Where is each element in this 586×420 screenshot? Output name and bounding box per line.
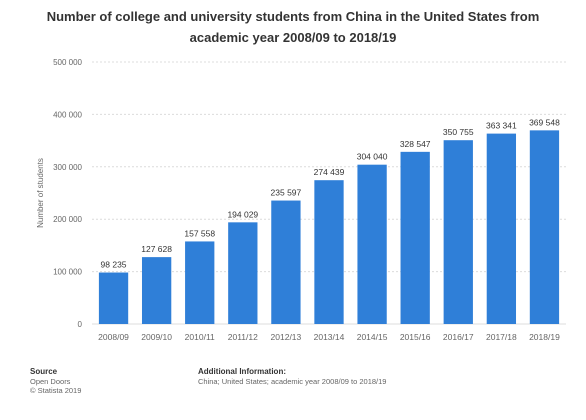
data-label: 328 547 bbox=[400, 139, 431, 149]
bar bbox=[486, 133, 517, 324]
copyright-text: © Statista 2019 bbox=[30, 386, 82, 395]
x-tick-label: 2008/09 bbox=[98, 332, 129, 342]
x-tick-label: 2013/14 bbox=[314, 332, 345, 342]
bar bbox=[185, 241, 215, 324]
y-axis-label: Number of students bbox=[36, 158, 45, 228]
x-tick-label: 2009/10 bbox=[141, 332, 172, 342]
y-tick-label: 200 000 bbox=[53, 215, 82, 224]
data-label: 127 628 bbox=[141, 244, 172, 254]
data-label: 369 548 bbox=[529, 117, 560, 127]
data-label: 363 341 bbox=[486, 121, 517, 131]
y-tick-label: 100 000 bbox=[53, 268, 82, 277]
data-label: 157 558 bbox=[184, 228, 215, 238]
bar bbox=[271, 200, 301, 324]
y-tick-label: 500 000 bbox=[53, 58, 82, 67]
bar bbox=[443, 140, 473, 324]
y-tick-label: 400 000 bbox=[53, 110, 82, 119]
bar bbox=[228, 222, 258, 324]
x-tick-label: 2015/16 bbox=[400, 332, 431, 342]
x-tick-label: 2017/18 bbox=[486, 332, 517, 342]
source-heading: Source bbox=[30, 367, 58, 376]
data-label: 98 235 bbox=[101, 260, 127, 270]
data-label: 194 029 bbox=[227, 209, 258, 219]
additional-info-heading: Additional Information: bbox=[198, 367, 286, 376]
x-tick-label: 2018/19 bbox=[529, 332, 560, 342]
data-label: 304 040 bbox=[357, 152, 388, 162]
x-tick-label: 2012/13 bbox=[271, 332, 302, 342]
y-tick-label: 0 bbox=[78, 320, 83, 329]
source-name[interactable]: Open Doors bbox=[30, 376, 71, 386]
bar bbox=[400, 151, 430, 324]
x-tick-label: 2011/12 bbox=[228, 332, 258, 342]
additional-info-text: China; United States; academic year 2008… bbox=[198, 376, 387, 386]
data-label: 235 597 bbox=[271, 188, 302, 198]
source-block: Source Open Doors © Statista 2019 bbox=[30, 367, 81, 396]
bar bbox=[529, 130, 560, 324]
chart-title: Number of college and university student… bbox=[46, 9, 540, 45]
bar bbox=[357, 164, 387, 324]
x-tick-label: 2014/15 bbox=[357, 332, 388, 342]
bar bbox=[98, 272, 129, 324]
bar bbox=[141, 257, 172, 324]
y-tick-label: 300 000 bbox=[53, 163, 82, 172]
data-label: 274 439 bbox=[314, 167, 345, 177]
additional-info-block: Additional Information: China; United St… bbox=[198, 367, 386, 386]
bar bbox=[314, 180, 344, 324]
data-label: 350 755 bbox=[443, 127, 474, 137]
x-tick-label: 2016/17 bbox=[443, 332, 474, 342]
x-tick-label: 2010/11 bbox=[185, 332, 215, 342]
